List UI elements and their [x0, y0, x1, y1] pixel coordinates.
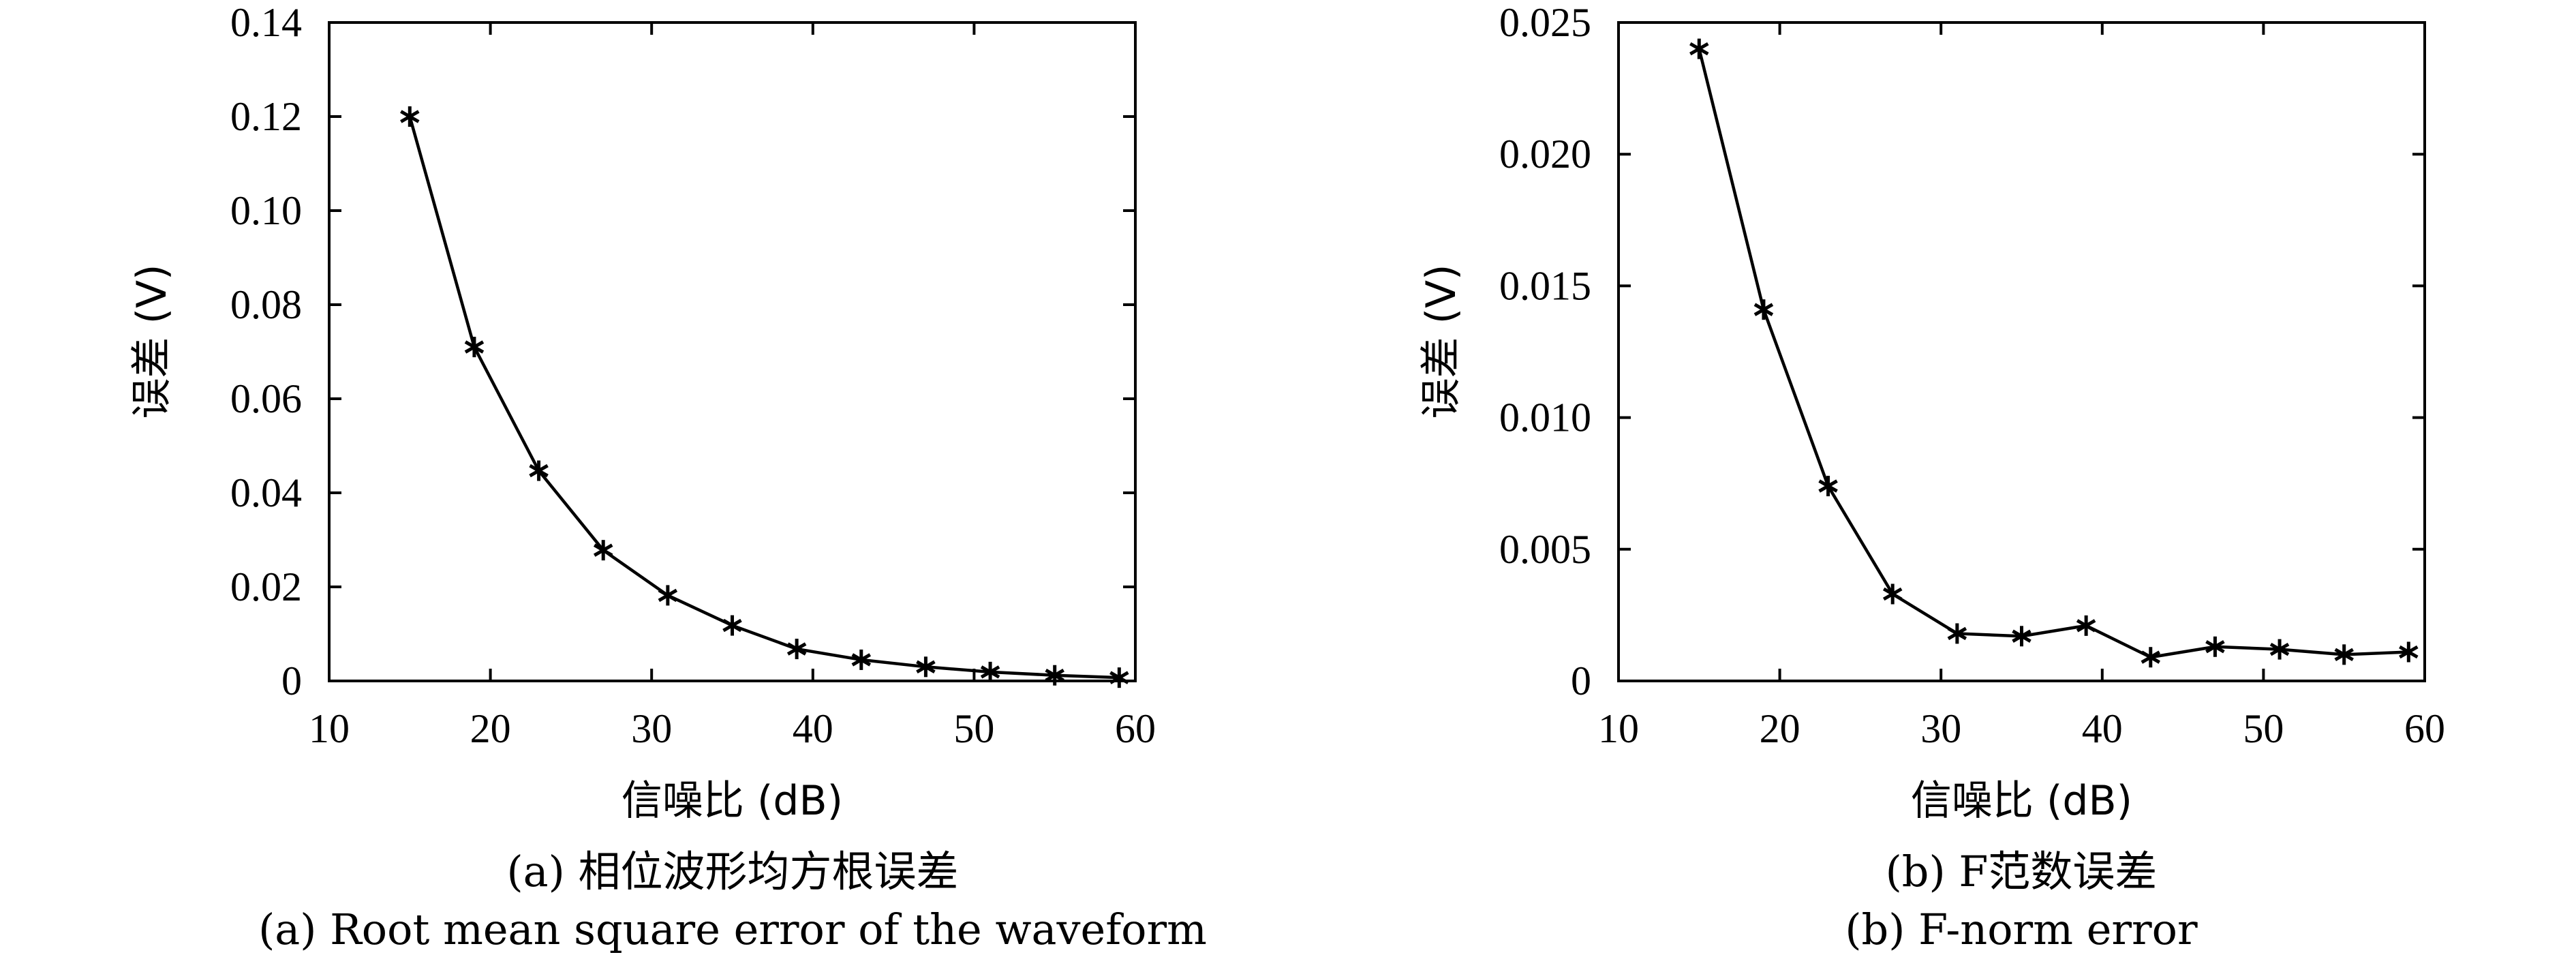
y-axis-label: 误差 (V) — [1417, 264, 1465, 419]
data-point — [593, 540, 613, 561]
data-point — [2399, 641, 2419, 663]
y-axis-label: 误差 (V) — [128, 264, 176, 419]
x-tick-label: 10 — [309, 706, 350, 751]
data-point — [980, 661, 1000, 682]
x-axis-label: 信噪比 (dB) — [622, 777, 843, 825]
y-tick-label: 0 — [1571, 658, 1591, 703]
data-point — [916, 656, 936, 678]
x-tick-label: 40 — [2082, 706, 2123, 751]
plot-frame — [328, 21, 1137, 682]
y-tick-label: 0.06 — [230, 376, 302, 421]
data-point — [658, 585, 678, 606]
data-point — [2334, 644, 2354, 665]
y-tick-label: 0 — [281, 658, 302, 703]
data-point — [1753, 299, 1774, 320]
x-axis-label: 信噪比 (dB) — [1911, 777, 2132, 825]
chart-panel-a: 10 20 30 40 50 60 0 0.02 0.04 0.06 0.08 0.10 0.12 0.1… — [128, 0, 1207, 954]
data-point — [1689, 38, 1709, 59]
caption-cn: (a) 相位波形均方根误差 — [506, 847, 958, 896]
data-point — [1947, 623, 1967, 644]
data-point — [722, 615, 742, 636]
x-tick-label: 50 — [953, 706, 994, 751]
data-point — [2141, 647, 2161, 668]
y-tick-label: 0.10 — [230, 188, 302, 233]
data-point — [851, 649, 872, 670]
y-tick-label: 0.010 — [1499, 395, 1591, 440]
x-tick-label: 20 — [1760, 706, 1800, 751]
caption-cn: (b) F范数误差 — [1886, 847, 2158, 896]
y-tick-label: 0.14 — [230, 0, 302, 45]
x-tick-label: 20 — [470, 706, 511, 751]
series-line — [1698, 48, 2409, 659]
data-point — [464, 337, 485, 358]
x-tick-label: 60 — [2404, 706, 2445, 751]
y-tick-label: 0.12 — [230, 94, 302, 139]
y-tick-label: 0.020 — [1499, 132, 1591, 177]
caption-en: (b) F-norm error — [1845, 905, 2198, 954]
x-tick-label: 60 — [1115, 706, 1156, 751]
data-point — [2076, 615, 2096, 636]
data-point — [529, 460, 549, 481]
x-tick-label: 10 — [1598, 706, 1639, 751]
x-tick-label: 30 — [631, 706, 672, 751]
data-point — [2012, 626, 2031, 647]
chart-panel-b: 10 20 30 40 50 60 0 0.005 0.010 0.015 0.020 0.025 信噪… — [1417, 0, 2445, 954]
data-point — [2269, 639, 2290, 660]
x-tick-label: 40 — [793, 706, 833, 751]
data-point — [1109, 667, 1129, 688]
y-tick-label: 0.08 — [230, 282, 302, 327]
caption-en: (a) Root mean square error of the wavefo… — [258, 905, 1207, 954]
y-tick-label: 0.015 — [1499, 263, 1591, 308]
data-point — [786, 639, 807, 660]
x-tick-label: 30 — [1920, 706, 1961, 751]
data-point — [1818, 476, 1838, 497]
y-tick-label: 0.005 — [1499, 527, 1591, 572]
data-point — [1045, 665, 1064, 686]
data-point — [2205, 636, 2225, 657]
data-point — [1882, 583, 1903, 605]
data-point — [400, 106, 420, 127]
y-tick-label: 0.04 — [230, 470, 302, 515]
x-tick-label: 50 — [2243, 706, 2284, 751]
series-line — [408, 116, 1120, 680]
plot-frame — [1617, 21, 2426, 682]
y-tick-label: 0.025 — [1499, 0, 1591, 45]
y-tick-label: 0.02 — [230, 564, 302, 609]
